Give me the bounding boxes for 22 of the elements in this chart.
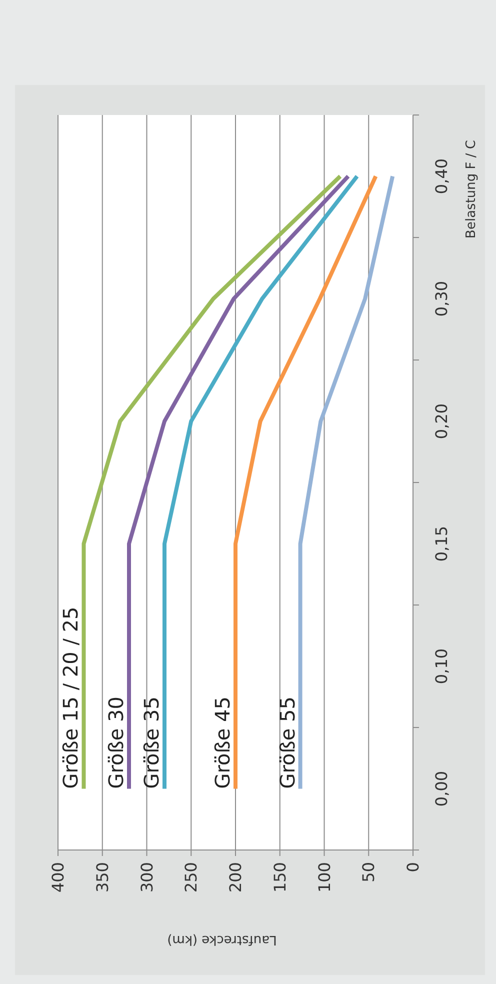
y-tick-label: 0,15: [432, 526, 451, 562]
x-tick-label: 50: [359, 862, 378, 882]
text: Größe 30: [104, 696, 128, 789]
text: Größe 35: [140, 696, 164, 789]
y-tick-label: 0,40: [432, 158, 451, 194]
text: Größe 45: [210, 696, 234, 789]
y-tick-label: 0,30: [432, 280, 451, 317]
y-tick-label: 0,20: [432, 403, 451, 440]
x-tick-label: 100: [314, 862, 334, 893]
x-tick-label: 0: [404, 862, 423, 872]
x-axis-title: Laufstrecke (km): [167, 932, 277, 947]
x-tick-label: 350: [92, 862, 112, 893]
y-tick-label: 0,00: [432, 770, 451, 807]
x-tick-label: 400: [48, 862, 68, 893]
x-tick-label: 250: [182, 862, 201, 893]
text: Größe 55: [275, 696, 300, 789]
x-tick-label: 300: [137, 862, 156, 893]
text: Größe 15 / 20 / 25: [58, 606, 83, 789]
x-tick-label: 200: [226, 862, 246, 893]
y-tick-label: 0,10: [432, 648, 451, 684]
x-tick-label: 150: [270, 862, 290, 893]
y-axis-title: Belastung F / C: [464, 140, 479, 238]
